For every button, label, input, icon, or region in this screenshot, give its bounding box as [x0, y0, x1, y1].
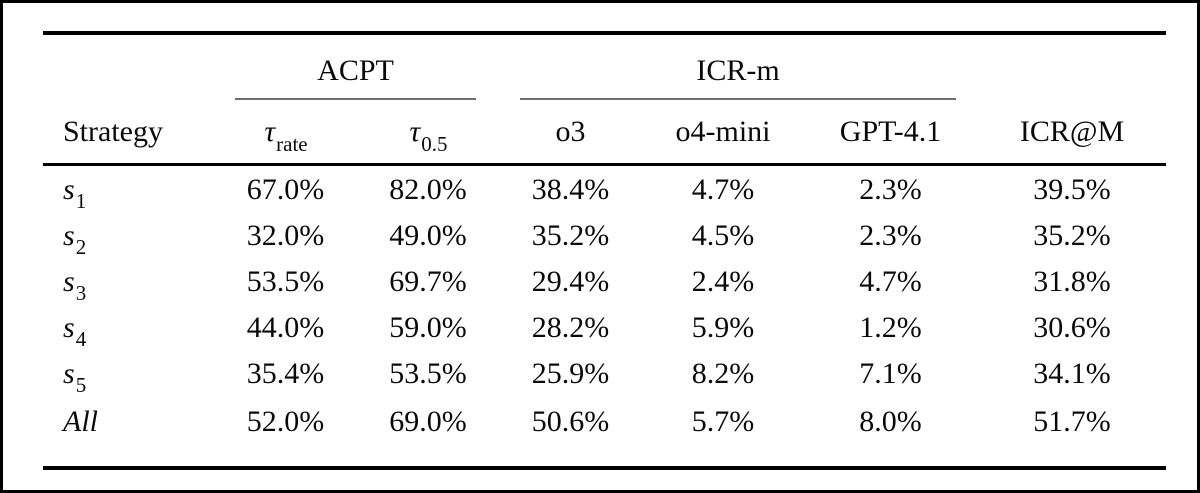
value-cell: 69.0%: [389, 404, 467, 438]
column-header-tau-rate: τrate: [213, 100, 358, 166]
results-table-container: ACPT ICR-m Strategy τrate τ0.5 o3 o4-min…: [43, 31, 1167, 470]
table-row-all: All 52.0% 69.0% 50.6% 5.7% 8.0% 51.7%: [43, 396, 1166, 468]
group-header-spacer-left: [43, 33, 213, 100]
group-acpt-label: ACPT: [317, 54, 394, 87]
strategy-cell: s1: [63, 172, 87, 213]
strategy-cell: s5: [63, 356, 87, 397]
strategy-cell: s3: [63, 264, 87, 305]
column-header-strategy: Strategy: [43, 100, 213, 166]
table-row-s4: s4 44.0% 59.0% 28.2% 5.9% 1.2% 30.6%: [43, 304, 1166, 350]
group-header-row: ACPT ICR-m: [43, 33, 1166, 100]
value-cell: 53.5%: [246, 264, 325, 298]
value-cell: 35.4%: [246, 356, 325, 390]
value-cell: 82.0%: [389, 172, 467, 206]
column-header-row: Strategy τrate τ0.5 o3 o4-mini GPT-4.1 I…: [43, 100, 1167, 166]
value-cell: 4.5%: [691, 218, 755, 252]
value-cell: 1.2%: [859, 310, 922, 344]
value-cell: 31.8%: [1033, 264, 1111, 298]
group-icrm-label: ICR-m: [696, 54, 780, 87]
value-cell: 39.5%: [1033, 172, 1111, 206]
value-cell: 2.4%: [691, 264, 755, 298]
value-cell: 53.5%: [389, 356, 467, 390]
value-cell: 2.3%: [859, 218, 922, 252]
value-cell: 4.7%: [859, 264, 922, 298]
value-cell: 25.9%: [531, 356, 610, 390]
value-cell: 5.7%: [691, 404, 755, 438]
value-cell: 34.1%: [1033, 356, 1111, 390]
value-cell: 29.4%: [531, 264, 610, 298]
value-cell: 38.4%: [531, 172, 610, 206]
table-row-s2: s2 32.0% 49.0% 35.2% 4.5% 2.3% 35.2%: [43, 212, 1166, 258]
group-header-icrm: ICR-m: [498, 33, 978, 100]
column-header-gpt-4-1: GPT-4.1: [803, 100, 979, 166]
value-cell: 28.2%: [531, 310, 610, 344]
table-row-s1: s1 67.0% 82.0% 38.4% 4.7% 2.3% 39.5%: [43, 165, 1166, 213]
icrm-cmidrule: ICR-m: [520, 54, 957, 100]
value-cell: 35.2%: [531, 218, 610, 252]
value-cell: 44.0%: [246, 310, 325, 344]
strategy-cell: s4: [63, 310, 87, 351]
value-cell: 59.0%: [389, 310, 467, 344]
table-row-s3: s3 53.5% 69.7% 29.4% 2.4% 4.7% 31.8%: [43, 258, 1166, 304]
value-cell: 32.0%: [246, 218, 325, 252]
strategy-cell: All: [63, 404, 98, 438]
value-cell: 52.0%: [246, 404, 325, 438]
value-cell: 8.0%: [859, 404, 922, 438]
table-row-s5: s5 35.4% 53.5% 25.9% 8.2% 7.1% 34.1%: [43, 350, 1166, 396]
value-cell: 51.7%: [1033, 404, 1111, 438]
value-cell: 7.1%: [859, 356, 922, 390]
strategy-cell: s2: [63, 218, 87, 259]
column-header-icr-at-m: ICR@M: [978, 100, 1167, 166]
value-cell: 8.2%: [691, 356, 755, 390]
column-header-o4-mini: o4-mini: [643, 100, 803, 166]
value-cell: 67.0%: [246, 172, 325, 206]
value-cell: 2.3%: [859, 172, 922, 206]
results-table: ACPT ICR-m Strategy τrate τ0.5 o3 o4-min…: [43, 31, 1167, 470]
value-cell: 4.7%: [691, 172, 755, 206]
column-header-tau-0-5: τ0.5: [358, 100, 498, 166]
value-cell: 49.0%: [389, 218, 467, 252]
value-cell: 50.6%: [531, 404, 610, 438]
group-header-spacer-right: [978, 33, 1166, 100]
group-header-acpt: ACPT: [213, 33, 498, 100]
value-cell: 35.2%: [1033, 218, 1111, 252]
column-header-o3: o3: [498, 100, 643, 166]
value-cell: 30.6%: [1033, 310, 1111, 344]
value-cell: 5.9%: [691, 310, 755, 344]
acpt-cmidrule: ACPT: [235, 54, 476, 100]
value-cell: 69.7%: [389, 264, 467, 298]
